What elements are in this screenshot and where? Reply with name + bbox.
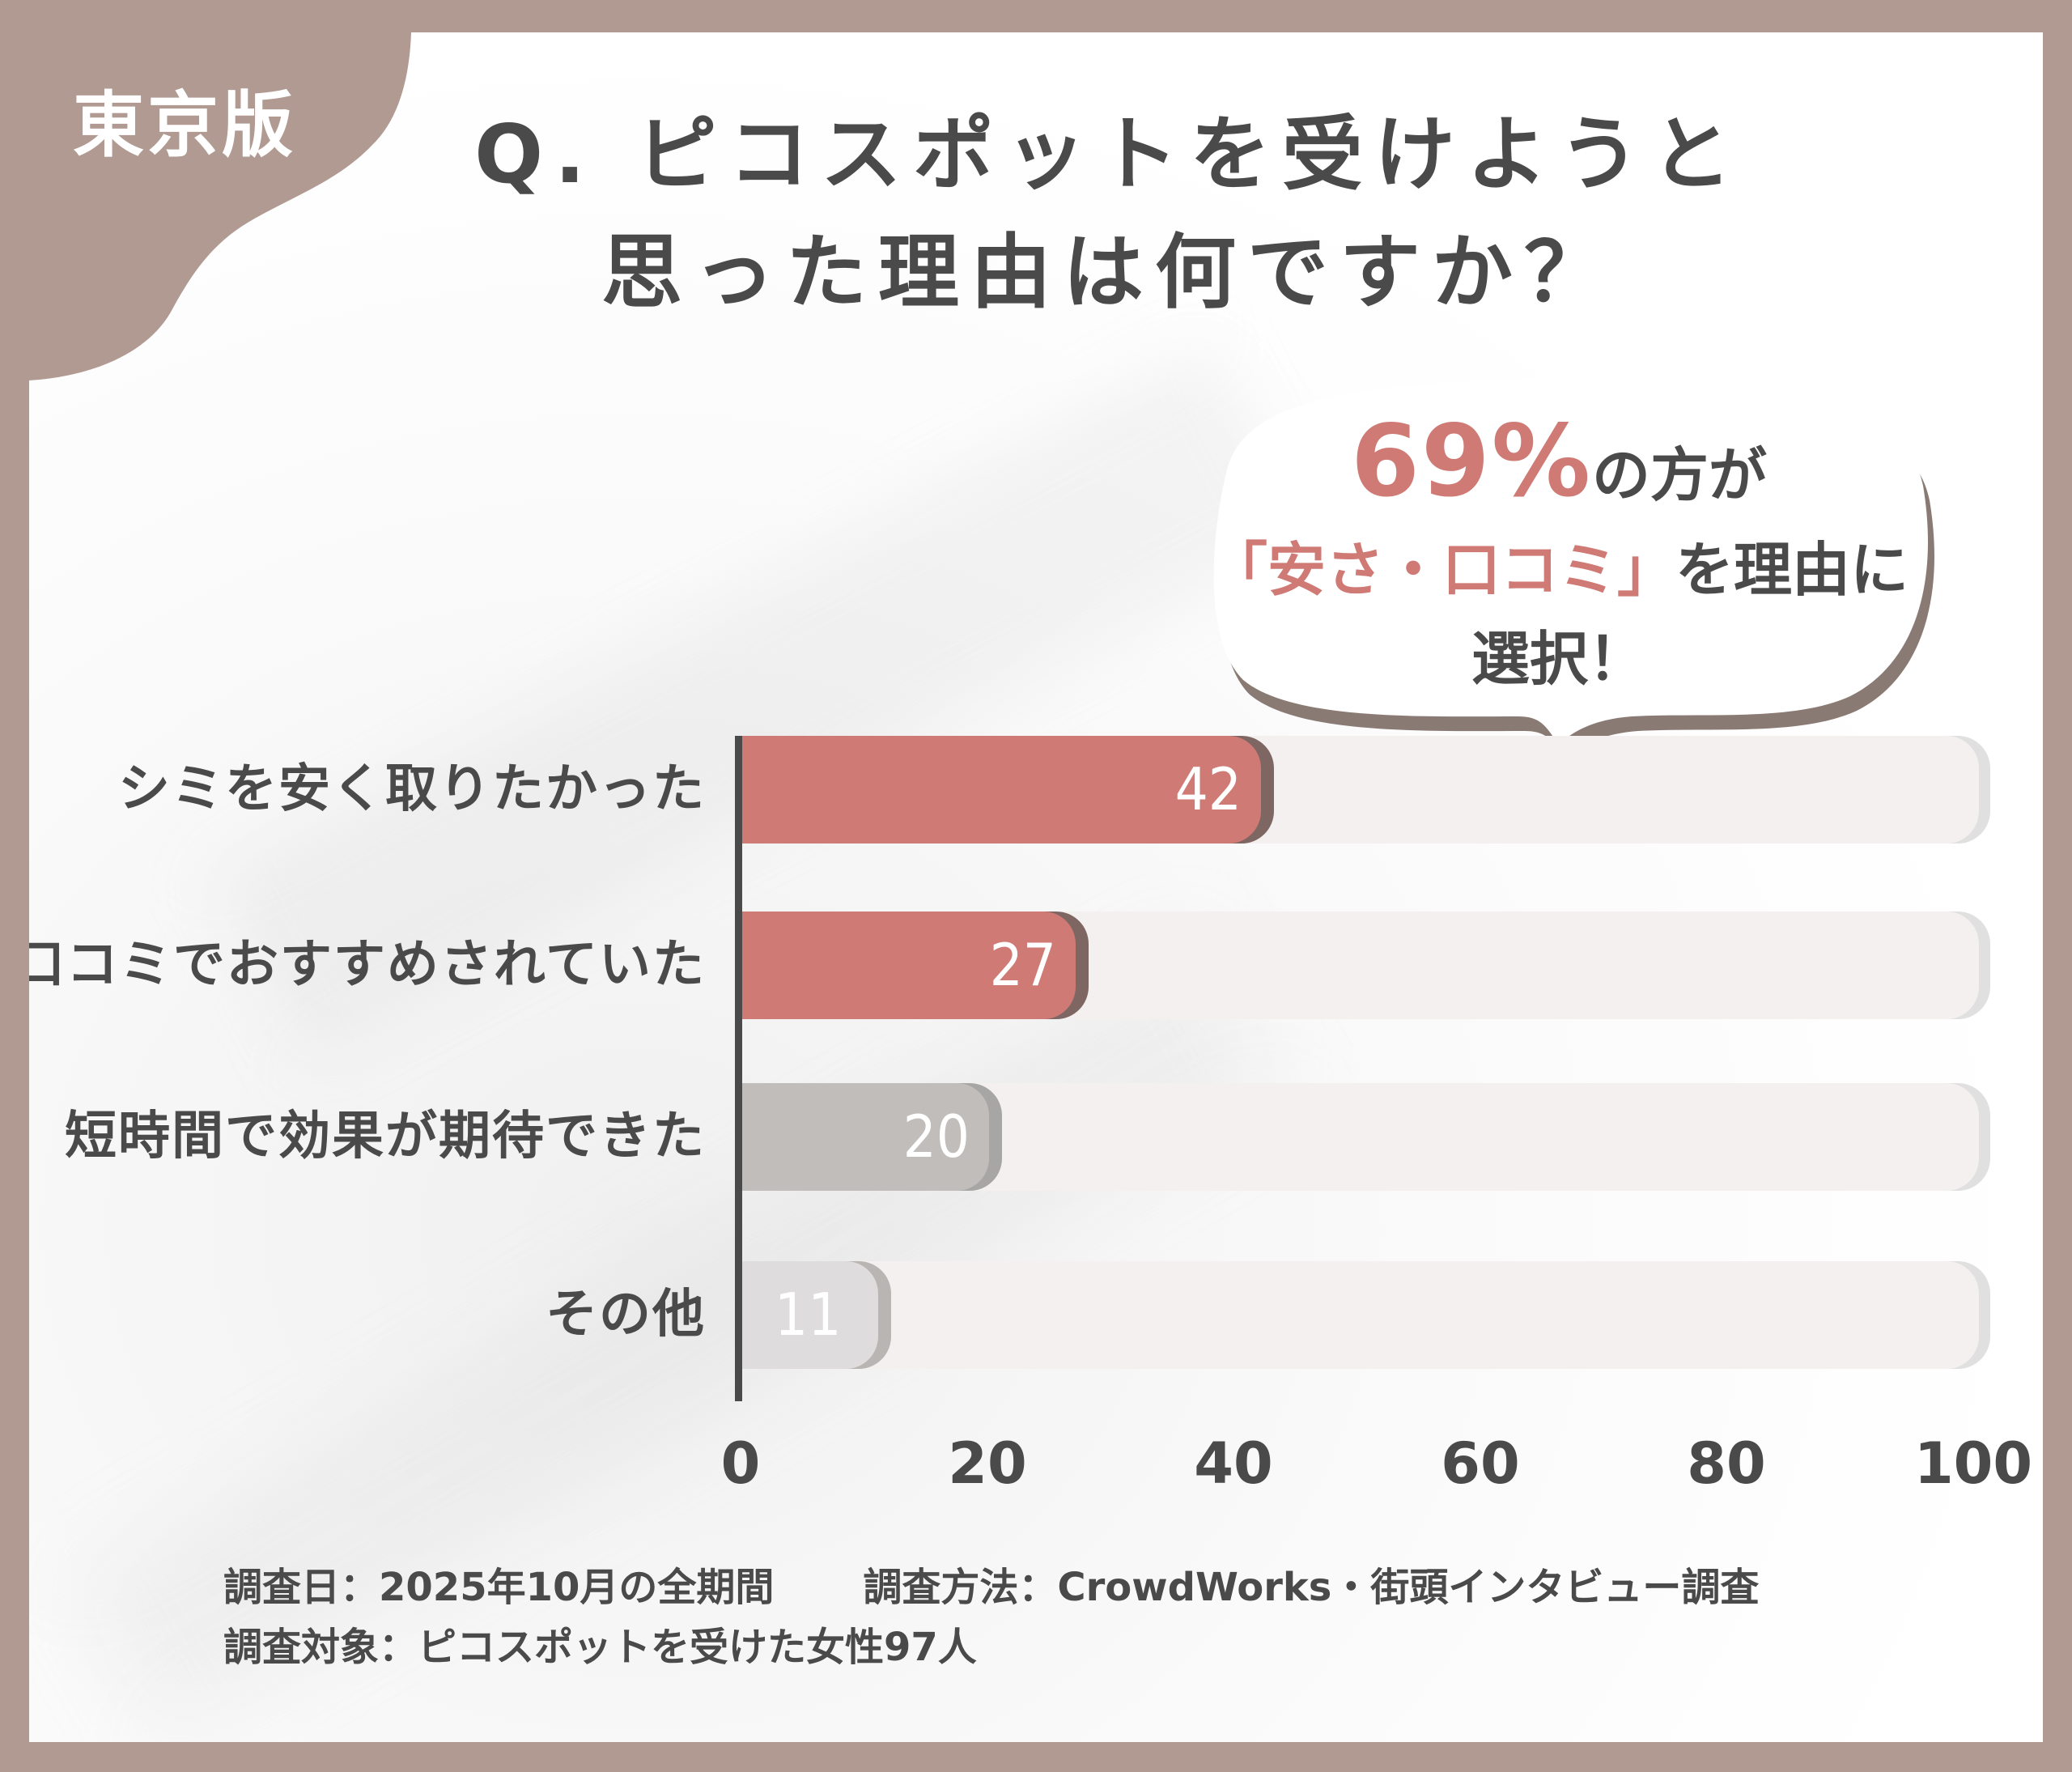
page-title: Q. ピコスポットを受けようと 思った理由は何ですか？ bbox=[29, 96, 2043, 332]
category-label: シミを安く取りたかった bbox=[118, 759, 706, 819]
survey-target: 調査対象：ピコスポットを受けた女性97人 bbox=[223, 1625, 977, 1670]
title-line-1: Q. ピコスポットを受けようと bbox=[474, 107, 1743, 202]
region-tab-label: 東京版 bbox=[73, 83, 297, 167]
x-tick: 80 bbox=[1687, 1430, 1766, 1497]
bar-value: 11 bbox=[775, 1281, 842, 1349]
bar-fill: 42 bbox=[742, 736, 1261, 844]
bar-row: 短時間で効果が期待できた 20 bbox=[29, 1083, 2043, 1191]
survey-date: 調査日：2025年10月の全期間 bbox=[223, 1565, 775, 1610]
category-label: 口コミでおすすめされていた bbox=[29, 935, 706, 995]
callout-line-3: 選択！ bbox=[1471, 625, 1646, 693]
footer-line-1: 調査日：2025年10月の全期間 調査方法：CrowdWorks・街頭インタビュー… bbox=[223, 1557, 1759, 1617]
callout-text: 69%の方が 「安さ・口コミ」を理由に 選択！ bbox=[1187, 412, 1931, 703]
callout-line-2-suffix: を理由に bbox=[1675, 536, 1909, 604]
bar-value: 42 bbox=[1174, 755, 1242, 823]
bar-row: 口コミでおすすめされていた 27 bbox=[29, 911, 2043, 1019]
bar-row: シミを安く取りたかった 42 bbox=[29, 736, 2043, 844]
callout-highlight: 「安さ・口コミ」 bbox=[1208, 536, 1675, 604]
x-axis-ticks: 0 20 40 60 80 100 bbox=[29, 1431, 2043, 1496]
bar-value: 20 bbox=[902, 1103, 970, 1171]
survey-method: 調査方法：CrowdWorks・街頭インタビュー調査 bbox=[863, 1565, 1760, 1610]
x-tick: 60 bbox=[1441, 1430, 1520, 1497]
x-tick: 100 bbox=[1913, 1430, 2033, 1497]
x-tick: 40 bbox=[1194, 1430, 1273, 1497]
callout-percent: 69% bbox=[1350, 404, 1592, 519]
bar-row: その他 11 bbox=[29, 1261, 2043, 1369]
bar-value: 27 bbox=[989, 931, 1056, 999]
title-line-2: 思った理由は何ですか？ bbox=[601, 225, 1616, 320]
survey-footer: 調査日：2025年10月の全期間 調査方法：CrowdWorks・街頭インタビュー… bbox=[223, 1557, 1759, 1677]
callout-line-1-suffix: の方が bbox=[1592, 441, 1768, 509]
y-axis-line bbox=[735, 736, 742, 1401]
bar-fill: 11 bbox=[742, 1261, 878, 1369]
corner-tab-shape bbox=[29, 32, 411, 380]
bar-fill: 20 bbox=[742, 1083, 989, 1191]
category-label: 短時間で効果が期待できた bbox=[65, 1107, 706, 1166]
x-tick: 20 bbox=[948, 1430, 1027, 1497]
infographic-card: 東京版 Q. ピコスポットを受けようと 思った理由は何ですか？ 69%の方が 「… bbox=[29, 32, 2043, 1742]
callout-line-2: 「安さ・口コミ」を理由に bbox=[1187, 525, 1931, 614]
bar-fill: 27 bbox=[742, 911, 1076, 1019]
x-tick: 0 bbox=[720, 1430, 761, 1497]
speech-bubble bbox=[1213, 378, 1934, 759]
callout-line-1: 69%の方が bbox=[1187, 412, 1931, 524]
category-label: その他 bbox=[546, 1285, 706, 1345]
bar-track bbox=[742, 1261, 1979, 1369]
